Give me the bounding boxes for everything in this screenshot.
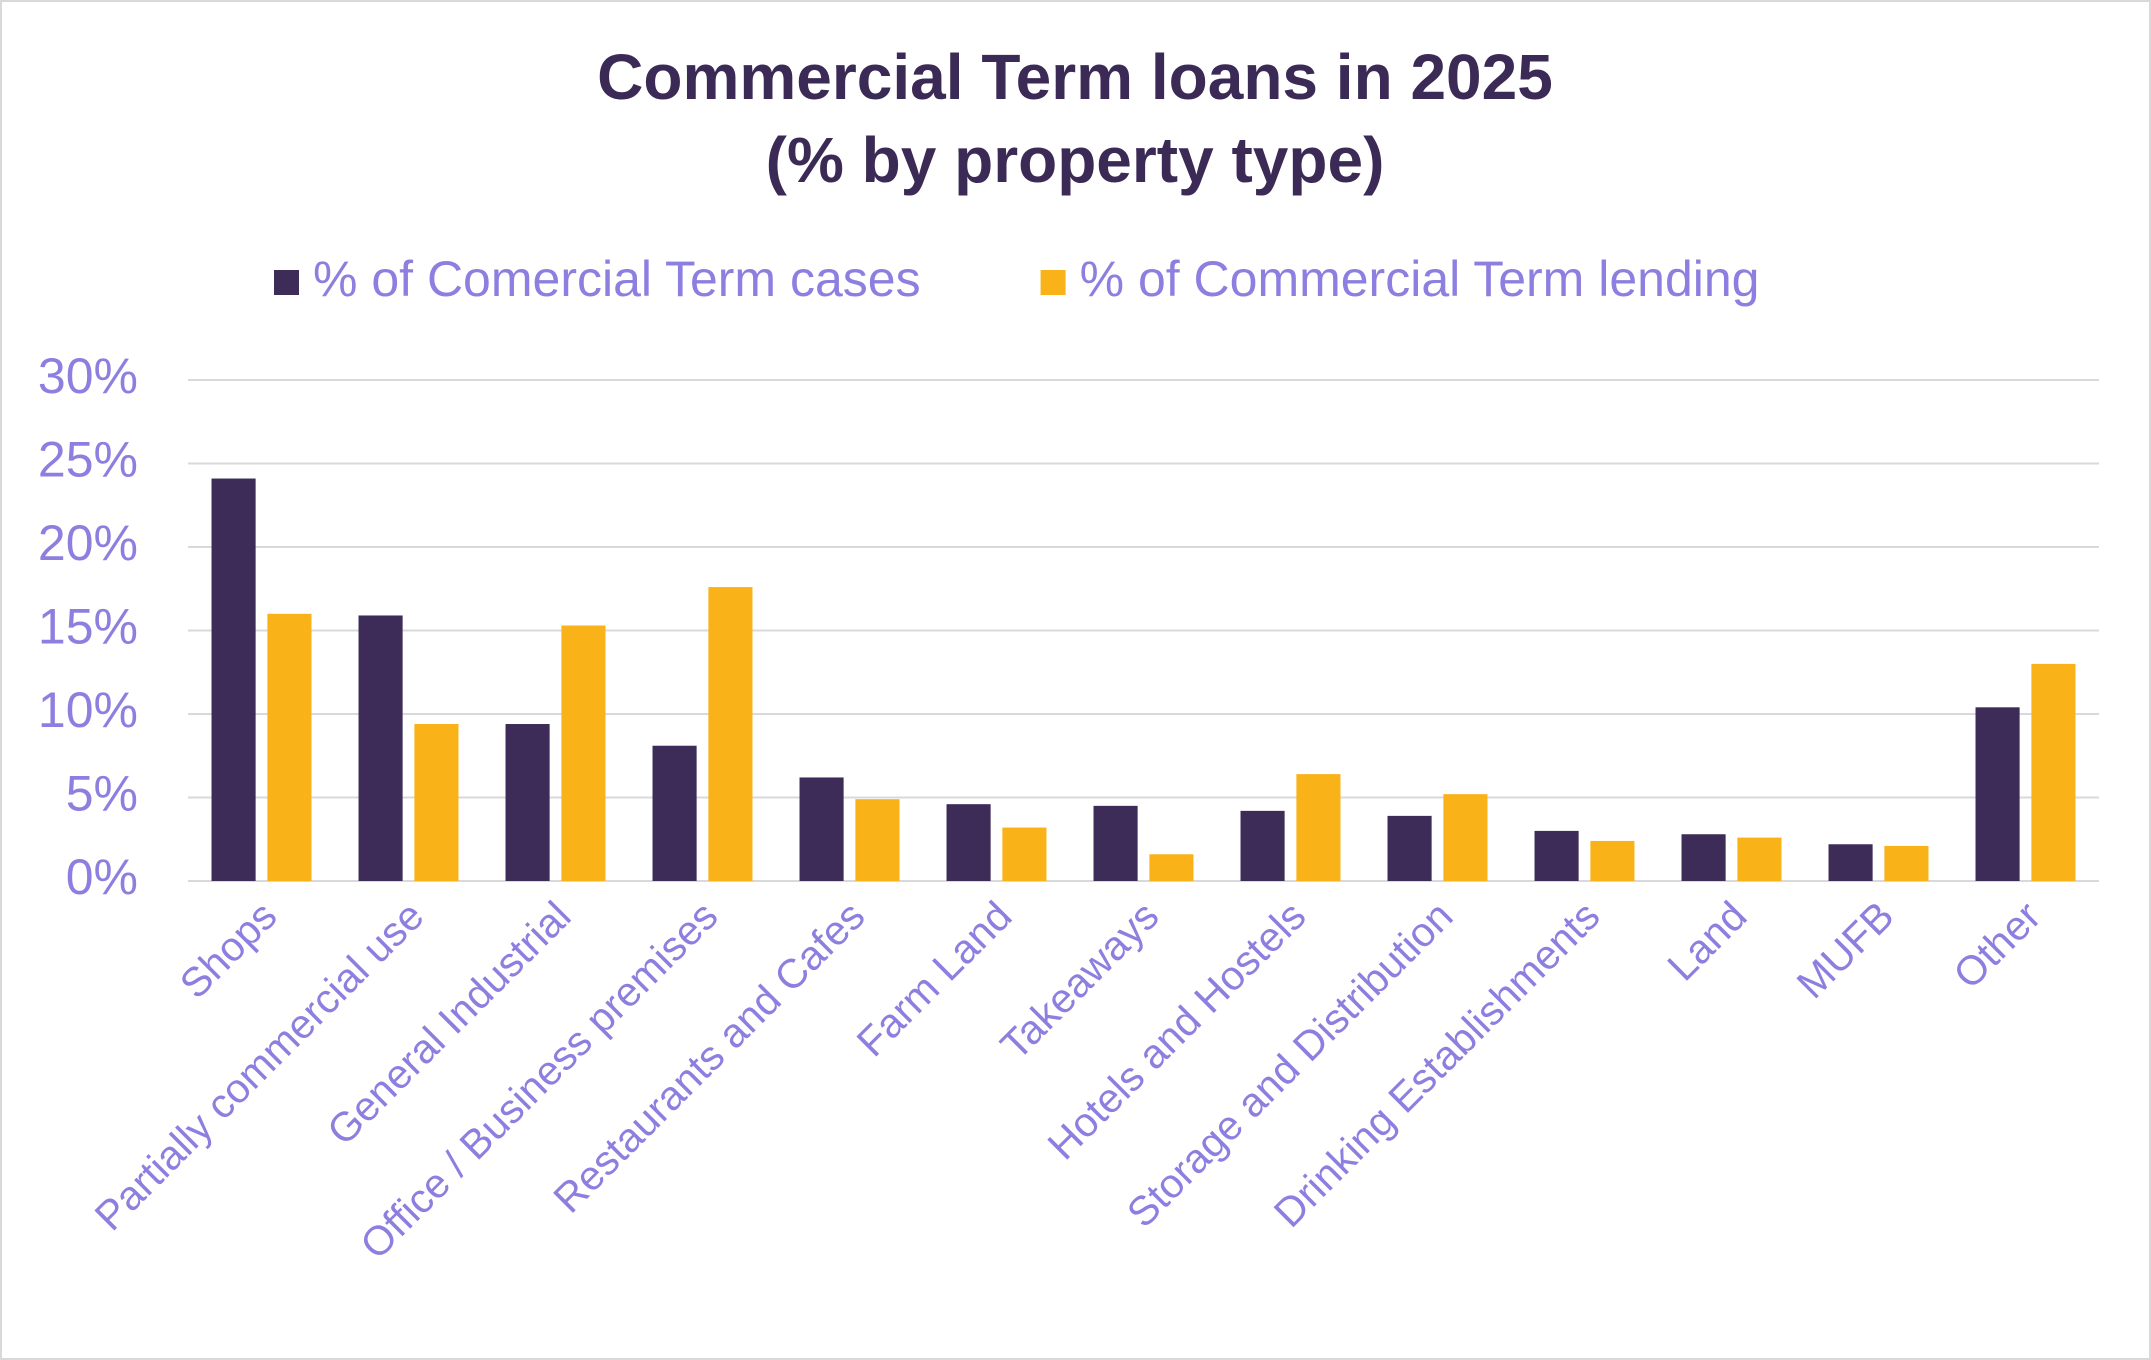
y-tick-label: 20% <box>38 515 138 571</box>
bar <box>1149 854 1194 881</box>
bar <box>1975 707 2020 881</box>
legend-label: % of Comercial Term cases <box>313 251 921 307</box>
y-tick-label: 0% <box>66 849 138 905</box>
bar <box>414 724 459 881</box>
bar <box>946 804 991 881</box>
y-tick-label: 10% <box>38 682 138 738</box>
bar <box>1387 815 1432 881</box>
bar <box>505 724 550 881</box>
bar <box>855 799 900 881</box>
bar <box>1534 830 1579 881</box>
bar <box>1002 827 1047 881</box>
y-tick-label: 15% <box>38 599 138 655</box>
bar <box>1737 837 1782 881</box>
bar <box>1681 834 1726 881</box>
bar <box>1884 845 1929 881</box>
bar <box>267 613 312 881</box>
bar <box>708 587 753 881</box>
bar <box>799 777 844 881</box>
bar <box>1093 805 1138 881</box>
bar <box>1828 844 1873 881</box>
chart-title: Commercial Term loans in 2025 <box>597 41 1553 113</box>
bar <box>561 625 606 881</box>
y-tick-label: 30% <box>38 348 138 404</box>
bar <box>1296 774 1341 881</box>
legend-swatch <box>274 270 299 295</box>
legend-label: % of Commercial Term lending <box>1080 251 1760 307</box>
bar <box>1443 794 1488 881</box>
y-tick-label: 25% <box>38 432 138 488</box>
bar <box>358 615 403 881</box>
bar <box>1590 840 1635 881</box>
bar <box>211 478 256 881</box>
bar <box>2031 663 2076 881</box>
chart-title: (% by property type) <box>766 124 1385 196</box>
y-tick-label: 5% <box>66 766 138 822</box>
bar <box>652 745 697 881</box>
legend-swatch <box>1040 270 1066 295</box>
bar <box>1240 810 1285 881</box>
